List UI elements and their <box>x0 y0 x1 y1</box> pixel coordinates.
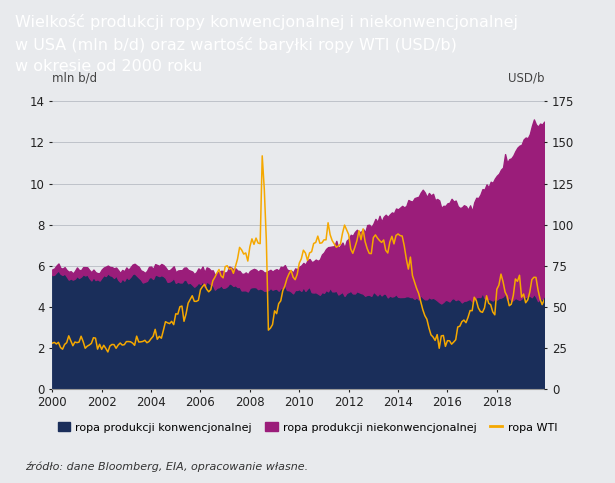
Text: USD/b: USD/b <box>508 71 544 84</box>
Text: Wielkość produkcji ropy konwencjonalnej i niekonwencjonalnej
w USA (mln b/d) ora: Wielkość produkcji ropy konwencjonalnej … <box>15 14 518 74</box>
Legend: ropa produkcji konwencjonalnej, ropa produkcji niekonwencjonalnej, ropa WTI: ropa produkcji konwencjonalnej, ropa pro… <box>58 422 557 432</box>
Text: mln b/d: mln b/d <box>52 71 97 84</box>
Text: źródło: dane Bloomberg, EIA, opracowanie własne.: źródło: dane Bloomberg, EIA, opracowanie… <box>25 462 308 472</box>
